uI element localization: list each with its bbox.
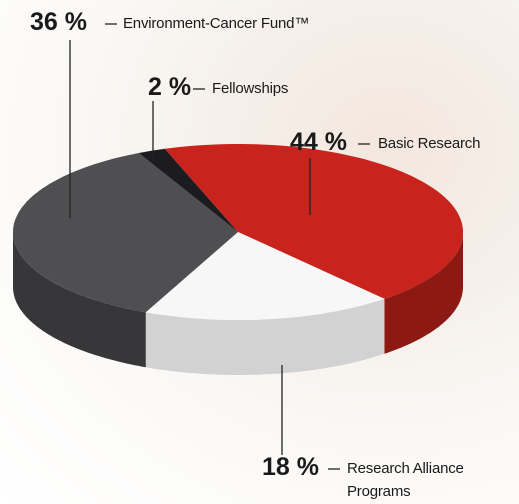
- category-label: Research Alliance Programs: [347, 457, 482, 503]
- category-label: Fellowships: [212, 77, 412, 100]
- value-label: 44 %: [290, 128, 347, 156]
- chart: 36 % 2 % 44 % 18 % Environment-Cancer Fund™…: [0, 0, 519, 504]
- pie-canvas: 36 % 2 % 44 % 18 %: [0, 0, 519, 504]
- category-label: Environment-Cancer Fund™: [123, 12, 423, 35]
- category-label: Basic Research: [378, 132, 518, 155]
- value-label: 18 %: [262, 453, 319, 481]
- value-label: 36 %: [30, 8, 87, 36]
- value-label: 2 %: [148, 73, 191, 101]
